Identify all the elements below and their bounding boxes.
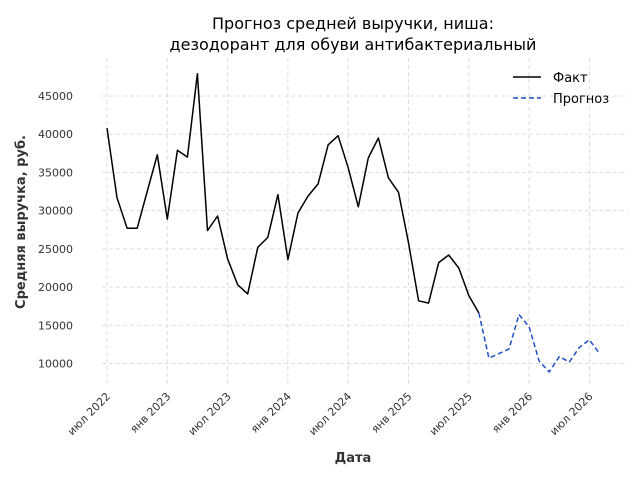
y-tick-label: 35000	[38, 166, 73, 179]
chart-title-line-2: дезодорант для обуви антибактериальный	[170, 35, 537, 54]
y-tick-label: 20000	[38, 281, 73, 294]
y-tick-label: 45000	[38, 90, 73, 103]
x-tick-label: янв 2025	[369, 390, 415, 436]
y-tick-label: 15000	[38, 319, 73, 332]
x-axis-label: Дата	[335, 451, 372, 466]
series-line-forecast	[478, 312, 601, 373]
x-tick-label: янв 2024	[248, 390, 294, 436]
y-tick-label: 25000	[38, 243, 73, 256]
x-tick-label: июл 2024	[306, 390, 354, 438]
y-axis-label: Средняя выручка, руб.	[14, 135, 29, 309]
series-lines	[106, 73, 601, 373]
x-tick-label: янв 2026	[489, 390, 535, 436]
grid	[102, 58, 628, 385]
x-tick-label: янв 2023	[128, 390, 174, 436]
legend-label-fact: Факт	[553, 71, 588, 86]
y-axis-ticks: 10000 15000 20000 25000 30000 35000 40000 45000	[38, 90, 73, 371]
x-tick-label: июл 2026	[547, 390, 595, 438]
chart-title-line-1: Прогноз средней выручки, ниша:	[212, 14, 494, 33]
x-tick-label: июл 2023	[186, 390, 234, 438]
x-axis-ticks: июл 2022 янв 2023 июл 2023 янв 2024 июл 2024…	[65, 390, 595, 438]
y-tick-label: 40000	[38, 128, 73, 141]
y-tick-label: 10000	[38, 358, 73, 371]
y-tick-label: 30000	[38, 205, 73, 218]
legend: Факт Прогноз	[513, 71, 609, 107]
x-tick-label: июл 2025	[427, 390, 475, 438]
legend-label-forecast: Прогноз	[553, 92, 609, 107]
series-line-fact	[106, 73, 480, 314]
x-tick-label: июл 2022	[65, 390, 113, 438]
